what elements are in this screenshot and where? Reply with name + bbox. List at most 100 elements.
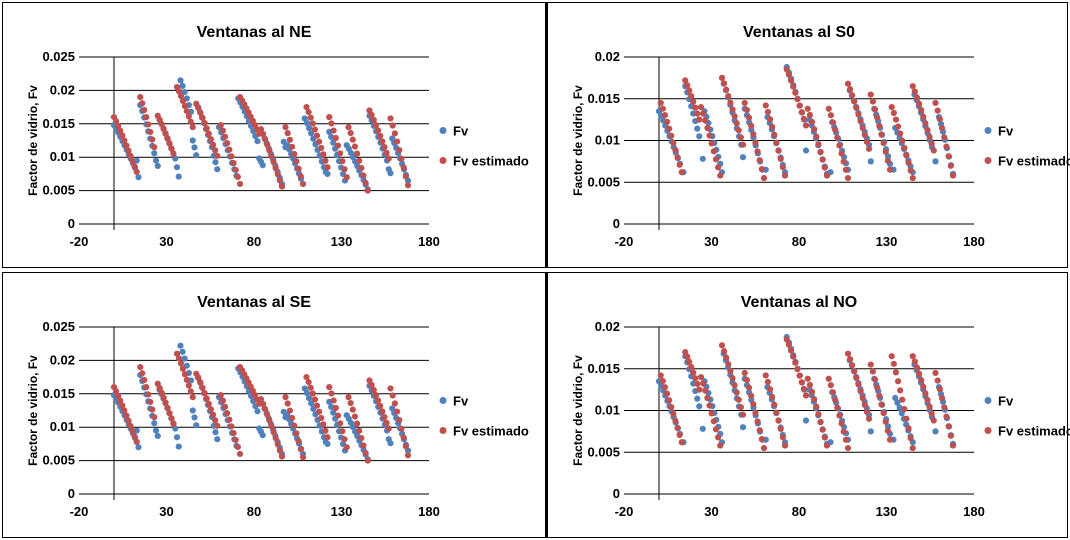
data-point-fv-estimado [297, 173, 304, 180]
chart-panel-se: Ventanas al SE Factor de vidrio, Fv 0 0.005… [2, 272, 546, 538]
y-tick-label: 0.025 [42, 49, 75, 64]
data-point-fv-estimado [766, 116, 774, 123]
x-tick-label: 130 [331, 504, 353, 519]
data-point-fv-estimado [228, 423, 235, 430]
data-point-fv-estimado [901, 144, 908, 152]
data-point-fv-estimado [264, 141, 271, 148]
data-point-fv-estimado [393, 138, 401, 145]
legend-label: Fv estimado [453, 154, 529, 169]
data-point-fv-estimado [800, 385, 807, 392]
data-point-fv-estimado [131, 163, 138, 170]
data-point-fv-estimado [404, 452, 412, 459]
data-point-fv-estimado [672, 146, 679, 154]
y-tick-label: 0.025 [42, 319, 75, 334]
data-point-fv-estimado [717, 172, 724, 179]
data-point-fv-estimado [721, 348, 728, 355]
y-axis-label: Factor de vidrio, Fv [26, 85, 40, 196]
data-point-fv-estimado [821, 164, 828, 171]
data-point-fv-estimado [166, 140, 173, 147]
data-point-fv-estimado [930, 147, 937, 154]
data-point-fv-estimado [383, 419, 390, 426]
data-point-fv-estimado [345, 394, 352, 401]
data-point-fv-estimado [766, 386, 774, 393]
data-point-fv-estimado [764, 108, 771, 116]
data-point-fv-estimado [236, 450, 244, 458]
data-point-fv [151, 420, 158, 427]
x-tick-label: 80 [792, 234, 806, 249]
data-point-fv-estimado [659, 377, 666, 385]
data-point-fv-estimado [339, 158, 346, 165]
data-point-fv-estimado [147, 398, 154, 406]
data-point-fv-estimado [920, 113, 927, 120]
data-point-fv-estimado [185, 382, 192, 389]
data-point-fv-estimado [844, 174, 852, 182]
data-point-fv-estimado [201, 390, 208, 397]
data-point-fv-estimado [334, 412, 342, 419]
data-point-fv-estimado [796, 372, 803, 379]
data-point-fv-estimado [878, 131, 885, 138]
y-tick-label: 0 [613, 486, 620, 501]
data-point-fv-estimado [347, 399, 354, 407]
data-point-fv-estimado [282, 124, 289, 131]
data-point-fv-estimado [145, 121, 152, 128]
data-point-fv-estimado [313, 132, 321, 139]
data-point-fv-estimado [827, 112, 834, 119]
data-point-fv-estimado [762, 102, 769, 109]
data-point-fv-estimado [278, 183, 286, 190]
data-point-fv-estimado [179, 97, 187, 105]
data-point-fv-estimado [264, 411, 271, 418]
data-point-fv-estimado [203, 395, 210, 402]
data-point-fv-estimado [316, 138, 323, 145]
data-point-fv-estimado [334, 142, 342, 149]
data-point-fv-estimado [311, 126, 318, 133]
data-point-fv-estimado [825, 105, 832, 112]
data-point-fv-estimado [276, 447, 283, 454]
data-point-fv-estimado [362, 449, 369, 457]
x-tick-label: 180 [418, 504, 440, 519]
data-point-fv-estimado [815, 411, 822, 418]
data-point-fv-estimado [802, 122, 810, 129]
data-point-fv-estimado [909, 353, 916, 360]
data-point-fv-estimado [926, 403, 933, 410]
data-point-fv-estimado [783, 66, 790, 73]
data-point-fv-estimado [781, 442, 789, 449]
data-point-fv-estimado [197, 379, 204, 387]
data-point-fv-estimado [307, 114, 314, 121]
data-point-fv-estimado [909, 83, 916, 90]
data-point-fv-estimado [139, 100, 146, 107]
data-point-fv-estimado [844, 350, 852, 357]
data-point-fv-estimado [825, 375, 832, 382]
data-point-fv-estimado [393, 408, 401, 415]
data-point-fv [305, 394, 313, 402]
data-point-fv-estimado [876, 392, 883, 399]
data-point-fv-estimado [938, 125, 946, 132]
data-point-fv-estimado [903, 415, 910, 422]
data-point-fv-estimado [804, 105, 811, 112]
data-point-fv-estimado [882, 418, 889, 425]
x-tick-label: -20 [70, 504, 89, 519]
data-point-fv [696, 133, 703, 140]
data-point-fv-estimado [922, 120, 929, 127]
data-point-fv-estimado [145, 391, 152, 398]
data-point-fv-estimado [798, 109, 805, 116]
data-point-fv-estimado [712, 426, 720, 433]
data-point-fv-estimado [274, 441, 281, 448]
data-point-fv-estimado [219, 127, 226, 134]
data-point-fv-estimado [282, 394, 289, 401]
data-point-fv-estimado [924, 126, 931, 134]
data-point-fv-estimado [708, 410, 715, 417]
x-tick-label: 130 [876, 234, 898, 249]
data-point-fv-estimado [328, 120, 335, 127]
data-point-fv-estimado [867, 91, 874, 98]
data-point-fv-estimado [892, 116, 900, 123]
data-point-fv-estimado [794, 96, 801, 103]
data-point-fv-estimado [189, 394, 196, 401]
data-point-fv-estimado [838, 420, 845, 427]
data-point-fv-estimado [847, 356, 854, 363]
data-point-fv-estimado [876, 122, 883, 129]
data-point-fv-estimado [326, 384, 333, 391]
data-point-fv-estimado [853, 374, 860, 382]
y-tick-label: 0.005 [42, 453, 75, 468]
data-point-fv-estimado [189, 124, 196, 131]
data-point-fv-estimado [731, 382, 738, 389]
